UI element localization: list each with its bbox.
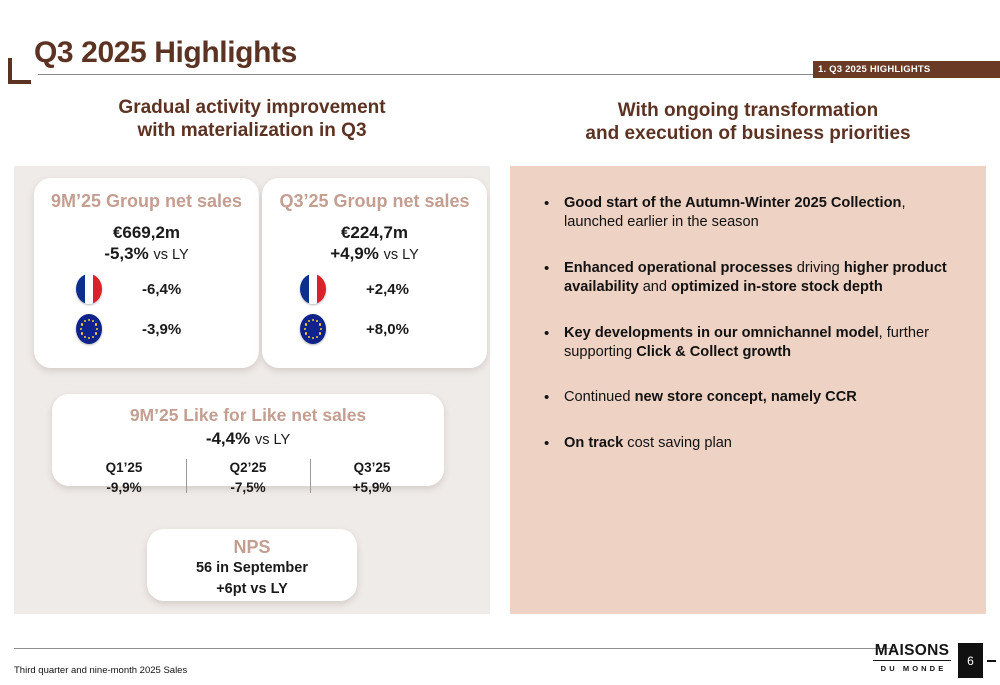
card-title: 9M’25 Group net sales xyxy=(50,191,243,211)
quarter-label: Q2’25 xyxy=(229,460,267,475)
plain-text: , further supporting xyxy=(564,324,929,361)
plain-text: driving xyxy=(792,259,844,276)
europe-value: +8,0% xyxy=(366,320,409,338)
card-amount: €224,7m xyxy=(340,223,409,242)
emphasis-text: new store concept, namely CCR xyxy=(634,389,857,406)
bullet-dot-icon: • xyxy=(544,435,550,453)
card-change-value: +4,9% xyxy=(330,244,379,263)
list-item: • Good start of the Autumn-Winter 2025 Co… xyxy=(544,194,964,233)
right-heading-line2: and execution of business priorities xyxy=(585,123,911,145)
left-column-heading: Gradual activity improvement with materi… xyxy=(14,96,490,142)
card-vs-label: vs LY xyxy=(383,247,419,263)
europe-metric-row: -3,9% xyxy=(34,314,259,344)
bullet-list: • Good start of the Autumn-Winter 2025 Co… xyxy=(544,194,964,480)
emphasis-text: optimized in-store stock depth xyxy=(671,279,883,296)
brand-tagline: DU MONDE xyxy=(880,663,947,673)
quarter-label: Q1’25 xyxy=(105,460,143,475)
europe-metric-row: +8,0% xyxy=(262,314,487,344)
emphasis-text: Click & Collect growth xyxy=(636,344,792,361)
list-item-text: Good start of the Autumn-Winter 2025 Col… xyxy=(564,194,964,233)
europe-value: -3,9% xyxy=(142,320,182,338)
right-column-heading: With ongoing transformation and executio… xyxy=(510,99,986,145)
nps-line-1: 56 in September xyxy=(195,560,308,576)
emphasis-text: Enhanced operational processes xyxy=(564,259,793,276)
card-like-for-like-net-sales: 9M’25 Like for Like net sales -4,4% vs L… xyxy=(52,394,444,495)
europe-flag-icon xyxy=(76,314,102,344)
title-divider xyxy=(38,74,990,75)
emphasis-text: Good start of the Autumn-Winter 2025 Col… xyxy=(564,195,902,211)
plain-text: cost saving plan xyxy=(623,435,732,452)
quarter-breakdown: Q1’25 -9,9% Q2’25 -7,5% Q3’25 +5,9% xyxy=(52,458,444,497)
bullet-dot-icon: • xyxy=(544,259,550,277)
quarter-label: Q3’25 xyxy=(353,460,391,475)
plain-text: , launched earlier in the season xyxy=(564,195,906,231)
bullet-dot-icon: • xyxy=(544,324,550,342)
card-title: Q3’25 Group net sales xyxy=(279,191,470,211)
list-item: • Key developments in our omnichannel mod… xyxy=(544,324,964,363)
page-title: Q3 2025 Highlights xyxy=(34,36,297,69)
card-change-value: -5,3% xyxy=(104,244,149,263)
quarter-value: +5,9% xyxy=(352,479,392,495)
list-item-text: Key developments in our omnichannel mode… xyxy=(564,324,964,363)
france-metric-row: -6,4% xyxy=(34,274,259,304)
list-item-text: Enhanced operational processes driving h… xyxy=(564,259,964,298)
list-item: • On track cost saving plan xyxy=(544,434,964,454)
france-flag-icon xyxy=(300,274,326,304)
list-item-text: On track cost saving plan xyxy=(564,434,964,454)
france-flag-icon xyxy=(76,274,102,304)
card-change: -5,3% vs LY xyxy=(34,244,259,264)
footer-divider xyxy=(14,648,894,649)
emphasis-text: Key developments in our omnichannel mode… xyxy=(564,324,879,341)
priorities-panel: • Good start of the Autumn-Winter 2025 Co… xyxy=(510,166,986,614)
bullet-dot-icon: • xyxy=(544,195,550,212)
footer-note: Third quarter and nine-month 2025 Sales xyxy=(14,665,188,676)
card-change-value: -4,4% xyxy=(205,429,251,448)
card-nps: NPS 56 in September +6pt vs LY xyxy=(147,529,357,601)
europe-flag-icon xyxy=(300,314,326,344)
brand-name: MAISONS xyxy=(873,642,951,662)
quarter-value: -7,5% xyxy=(230,479,266,495)
plain-text: Continued xyxy=(564,389,635,406)
right-heading-line1: With ongoing transformation xyxy=(617,100,879,121)
brand-logo: MAISONS DU MONDE xyxy=(873,642,951,673)
status-badge: 1. Q3 2025 HIGHLIGHTS xyxy=(813,61,1000,78)
card-9m-group-net-sales: 9M’25 Group net sales €669,2m -5,3% vs L… xyxy=(34,178,259,368)
card-q3-group-net-sales: Q3’25 Group net sales €224,7m +4,9% vs L… xyxy=(262,178,487,368)
quarter-value: -9,9% xyxy=(106,479,142,495)
page-number: 6 xyxy=(958,643,983,678)
plain-text: and xyxy=(638,279,672,296)
list-item-text: Continued new store concept, namely CCR xyxy=(564,388,964,408)
card-change: -4,4% vs LY xyxy=(52,429,444,449)
quarter-item: Q2’25 -7,5% xyxy=(186,458,310,497)
card-title: 9M’25 Like for Like net sales xyxy=(129,405,367,425)
card-amount: €669,2m xyxy=(112,223,181,242)
emphasis-text: On track xyxy=(564,435,624,452)
quarter-item: Q1’25 -9,9% xyxy=(62,458,186,497)
left-heading-line1: Gradual activity improvement xyxy=(118,97,386,118)
card-title: NPS xyxy=(233,537,271,557)
list-item: • Continued new store concept, namely CCR xyxy=(544,388,964,408)
card-vs-label: vs LY xyxy=(153,247,189,263)
quarter-item: Q3’25 +5,9% xyxy=(310,458,434,497)
france-value: +2,4% xyxy=(366,280,409,298)
bullet-dot-icon: • xyxy=(544,389,550,407)
nps-line-2: +6pt vs LY xyxy=(216,580,288,597)
france-metric-row: +2,4% xyxy=(262,274,487,304)
page-dash-decoration xyxy=(987,660,996,662)
corner-bracket-decoration xyxy=(8,58,31,84)
emphasis-text: higher product availability xyxy=(564,259,947,296)
list-item: • Enhanced operational processes driving … xyxy=(544,259,964,298)
metrics-panel: 9M’25 Group net sales €669,2m -5,3% vs L… xyxy=(14,166,490,614)
france-value: -6,4% xyxy=(142,280,182,298)
card-vs-label: vs LY xyxy=(254,432,291,448)
left-heading-line2: with materialization in Q3 xyxy=(137,120,367,142)
card-change: +4,9% vs LY xyxy=(262,244,487,264)
